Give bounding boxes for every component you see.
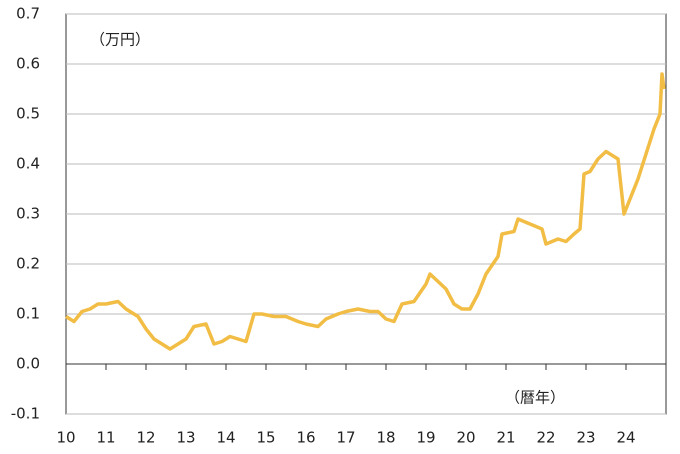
y-tick-label: 0.2 [16, 255, 40, 273]
x-tick-label: 16 [296, 429, 315, 447]
y-tick-label: 0.1 [16, 305, 40, 323]
x-tick-label: 22 [536, 429, 555, 447]
y-tick-label: 0.4 [16, 155, 40, 173]
x-tick-label: 20 [456, 429, 475, 447]
y-tick-label: 0.6 [16, 55, 40, 73]
x-tick-label: 12 [136, 429, 155, 447]
x-tick-label: 23 [576, 429, 595, 447]
y-tick-label: 0.5 [16, 105, 40, 123]
x-tick-label: 13 [176, 429, 195, 447]
x-tick-label: 10 [56, 429, 75, 447]
unit-label: （万円） [90, 31, 150, 49]
x-tick-label: 14 [216, 429, 235, 447]
y-tick-label: 0.0 [16, 355, 40, 373]
x-tick-label: 17 [336, 429, 355, 447]
x-tick-label: 21 [496, 429, 515, 447]
x-tick-label: 18 [376, 429, 395, 447]
x-tick-label: 19 [416, 429, 435, 447]
data-line [65, 72, 666, 351]
y-tick-label: -0.1 [11, 405, 40, 423]
y-tick-label: 0.3 [16, 205, 40, 223]
x-tick-label: 11 [96, 429, 115, 447]
x-axis-label: （暦年） [505, 389, 565, 407]
y-tick-label: 0.7 [16, 5, 40, 23]
x-tick-label: 24 [616, 429, 635, 447]
x-tick-label: 15 [256, 429, 275, 447]
